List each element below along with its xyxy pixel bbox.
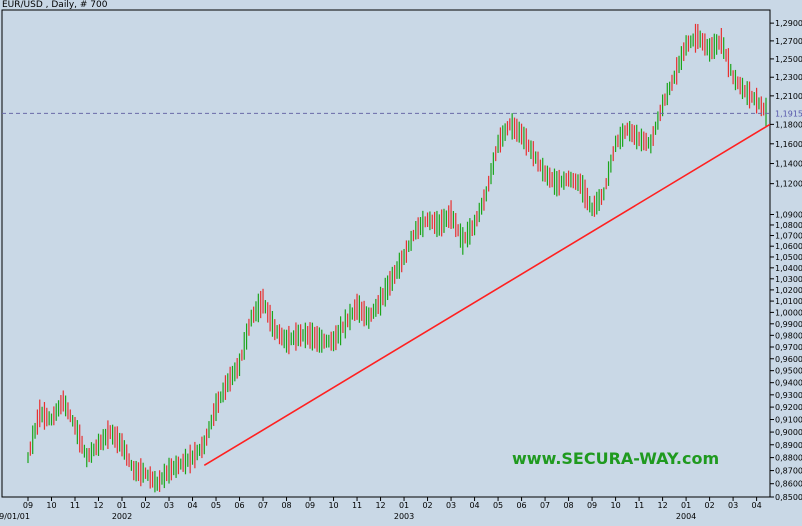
x-sub-label: 2004 xyxy=(676,512,696,521)
y-tick-label: 1,0800 xyxy=(775,221,802,230)
x-tick-label: 10 xyxy=(46,501,56,510)
x-tick-label: 11 xyxy=(634,501,644,510)
y-tick-label: 1,2500 xyxy=(775,55,802,64)
x-tick-label: 02 xyxy=(422,501,432,510)
x-tick-label: 04 xyxy=(187,501,197,510)
chart-title: EUR/USD , Daily, # 700 xyxy=(2,0,108,10)
y-tick-label: 1,2700 xyxy=(775,37,802,46)
x-tick-label: 08 xyxy=(563,501,573,510)
y-tick-label: 1,1400 xyxy=(775,160,802,169)
x-tick-label: 09 xyxy=(23,501,33,510)
y-tick-label: 1,0500 xyxy=(775,253,802,262)
x-tick-label: 11 xyxy=(352,501,362,510)
y-tick-label: 0,9600 xyxy=(775,355,802,364)
y-tick-label: 1,0700 xyxy=(775,232,802,241)
y-tick-label: 0,8800 xyxy=(775,454,802,463)
x-tick-label: 01 xyxy=(681,501,691,510)
y-tick-label: 1,1600 xyxy=(775,140,802,149)
x-tick-label: 03 xyxy=(728,501,738,510)
y-tick-label: 0,8700 xyxy=(775,467,802,476)
x-tick-label: 05 xyxy=(211,501,221,510)
y-tick-label: 0,8600 xyxy=(775,480,802,489)
x-sub-label: 2002 xyxy=(112,512,132,521)
x-tick-label: 04 xyxy=(469,501,479,510)
x-tick-label: 06 xyxy=(234,501,244,510)
x-tick-label: 10 xyxy=(328,501,338,510)
x-tick-label: 07 xyxy=(258,501,268,510)
x-tick-label: 11 xyxy=(70,501,80,510)
y-tick-label: 1,1200 xyxy=(775,180,802,189)
y-tick-label: 0,8500 xyxy=(775,493,802,502)
y-axis-ticks: 1,2900 1,2700 1,2500 1,2300 1,2100 1,1800 1,16… xyxy=(770,19,802,502)
x-tick-label: 03 xyxy=(164,501,174,510)
reference-line-label: 1,1915 xyxy=(775,109,802,118)
trendline-group xyxy=(203,123,771,467)
x-tick-label: 10 xyxy=(610,501,620,510)
y-tick-label: 1,0300 xyxy=(775,275,802,284)
x-tick-label: 12 xyxy=(375,501,385,510)
y-tick-label: 1,0900 xyxy=(775,210,802,219)
x-axis-ticks: 09 10 11 12 01 02 03 04 05 06 07 08 09 10 11 12 01 02 03 04… xyxy=(0,497,762,521)
y-tick-label: 0,9100 xyxy=(775,416,802,425)
x-tick-label: 03 xyxy=(446,501,456,510)
x-tick-label: 12 xyxy=(93,501,103,510)
y-tick-label: 1,0100 xyxy=(775,297,802,306)
x-tick-label: 05 xyxy=(493,501,503,510)
y-tick-label: 1,2100 xyxy=(775,92,802,101)
reference-line-group: 1,1915 xyxy=(2,109,802,118)
x-tick-label: 06 xyxy=(516,501,526,510)
x-tick-label: 09 xyxy=(587,501,597,510)
x-tick-label: 12 xyxy=(657,501,667,510)
x-tick-label: 09 xyxy=(305,501,315,510)
x-sub-label: 09/01/01 xyxy=(0,512,30,521)
x-tick-label: 08 xyxy=(281,501,291,510)
y-tick-label: 0,9200 xyxy=(775,403,802,412)
y-tick-label: 1,2300 xyxy=(775,73,802,82)
y-tick-label: 0,9400 xyxy=(775,379,802,388)
y-tick-label: 1,1800 xyxy=(775,120,802,129)
y-tick-label: 1,2900 xyxy=(775,19,802,28)
y-tick-label: 0,8900 xyxy=(775,441,802,450)
watermark-text: www.SECURA-WAY.com xyxy=(512,449,719,468)
y-tick-label: 1,0400 xyxy=(775,264,802,273)
x-tick-label: 07 xyxy=(540,501,550,510)
y-tick-label: 1,0000 xyxy=(775,308,802,317)
trendline xyxy=(203,123,771,467)
x-tick-label: 01 xyxy=(399,501,409,510)
x-tick-label: 04 xyxy=(752,501,762,510)
price-bars xyxy=(27,23,767,493)
x-tick-label: 01 xyxy=(117,501,127,510)
y-tick-label: 1,0200 xyxy=(775,286,802,295)
y-tick-label: 0,9500 xyxy=(775,367,802,376)
y-tick-label: 0,9900 xyxy=(775,320,802,329)
x-tick-label: 02 xyxy=(704,501,714,510)
y-tick-label: 0,9000 xyxy=(775,428,802,437)
y-tick-label: 0,9300 xyxy=(775,391,802,400)
x-tick-label: 02 xyxy=(140,501,150,510)
y-tick-label: 1,0600 xyxy=(775,242,802,251)
y-tick-label: 0,9800 xyxy=(775,331,802,340)
y-tick-label: 0,9700 xyxy=(775,343,802,352)
x-sub-label: 2003 xyxy=(394,512,414,521)
